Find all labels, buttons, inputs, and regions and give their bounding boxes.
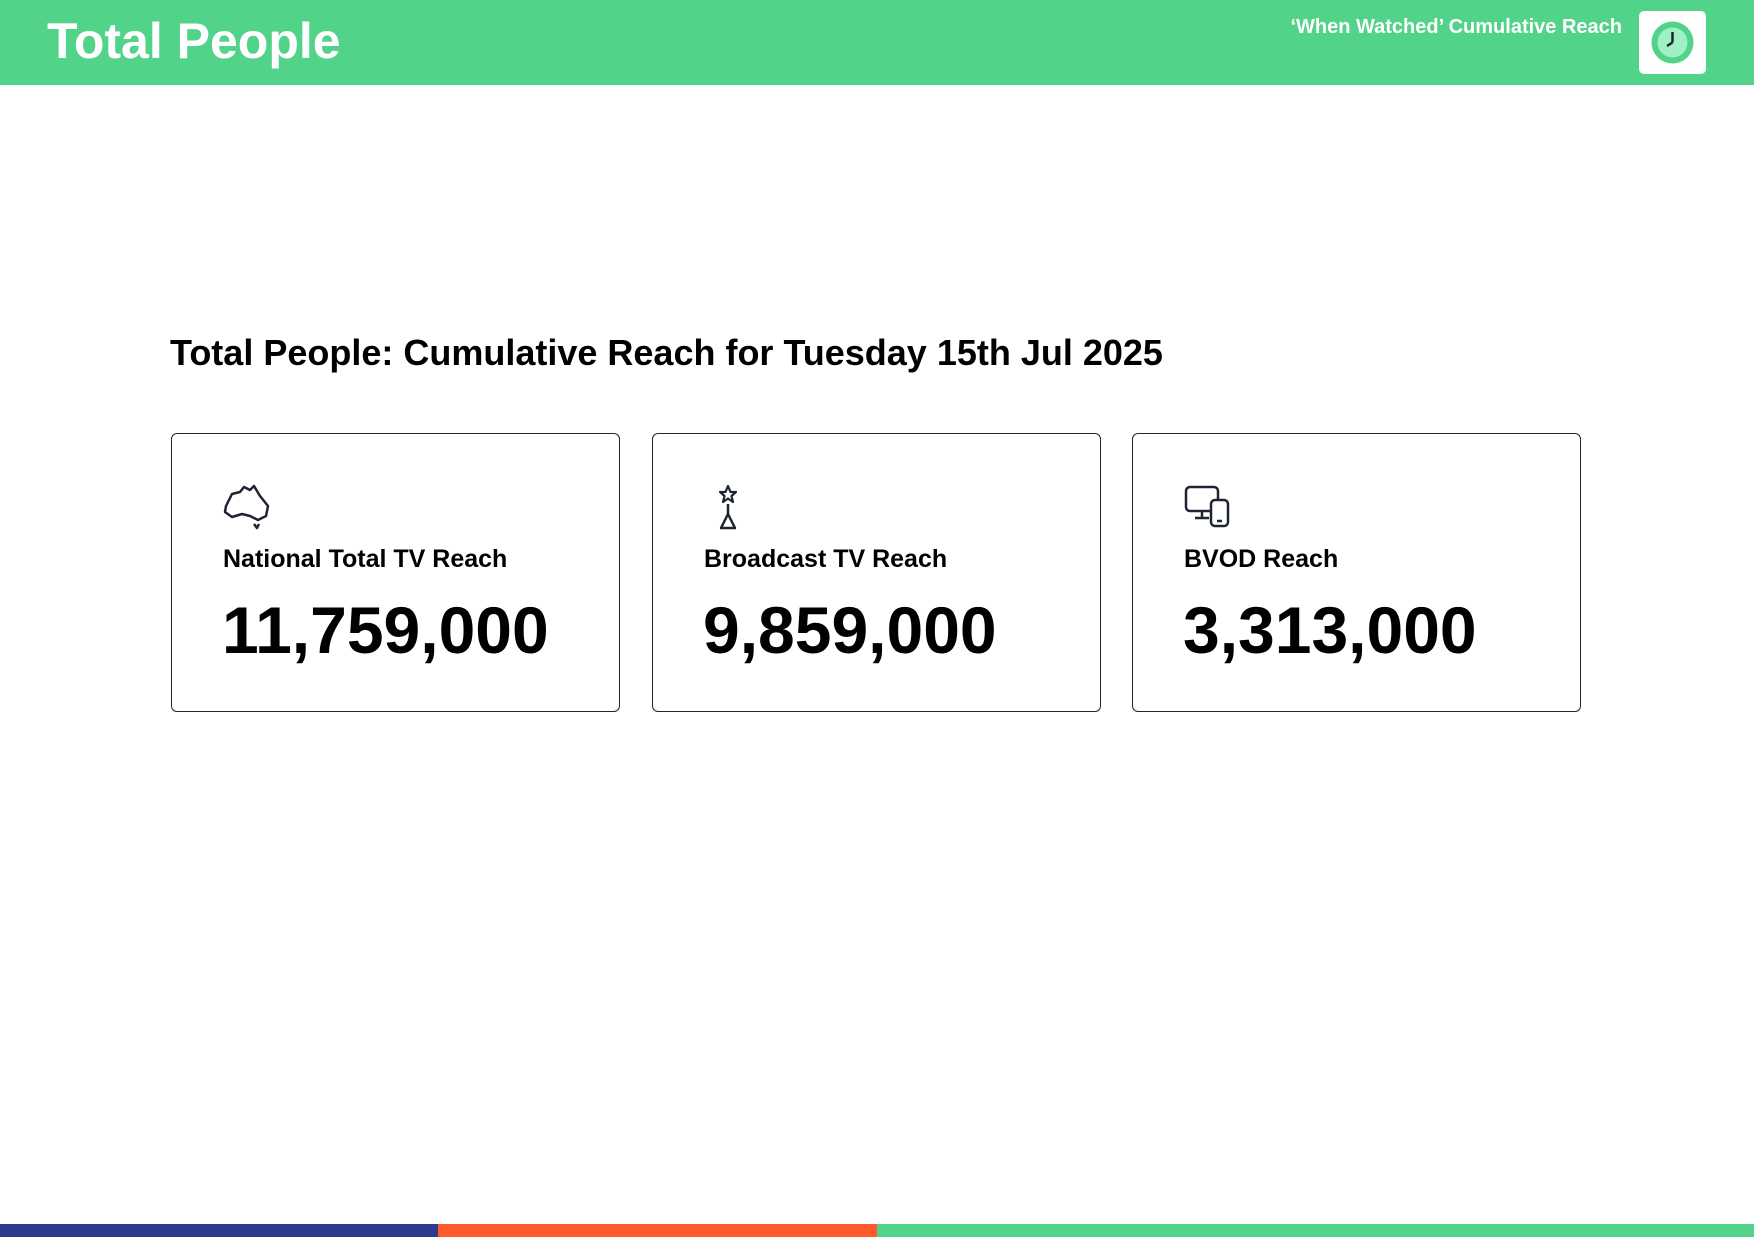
reach-card: National Total TV Reach 11,759,000 [171,433,620,712]
footer-strip [877,1224,1754,1237]
devices-icon [1184,485,1230,528]
reach-card: Broadcast TV Reach 9,859,000 [652,433,1101,712]
header-title: Total People [47,13,341,69]
footer-strip [0,1224,438,1237]
card-value: 9,859,000 [703,593,997,667]
card-label: BVOD Reach [1184,545,1339,573]
header-bar: Total People ‘When Watched’ Cumulative R… [0,0,1754,85]
card-label: Broadcast TV Reach [704,545,948,573]
header-subtitle: ‘When Watched’ Cumulative Reach [1290,16,1622,38]
heading: Total People: Cumulative Reach for Tuesd… [170,332,1163,373]
reach-card: BVOD Reach 3,313,000 [1132,433,1581,712]
footer-strip [438,1224,877,1237]
card-label: National Total TV Reach [223,545,508,573]
card-value: 3,313,000 [1183,593,1477,667]
clock-icon [1639,11,1706,74]
clock-graphic [1651,21,1694,64]
tower-icon [718,484,738,530]
australia-icon [223,484,270,530]
card-value: 11,759,000 [222,593,549,667]
